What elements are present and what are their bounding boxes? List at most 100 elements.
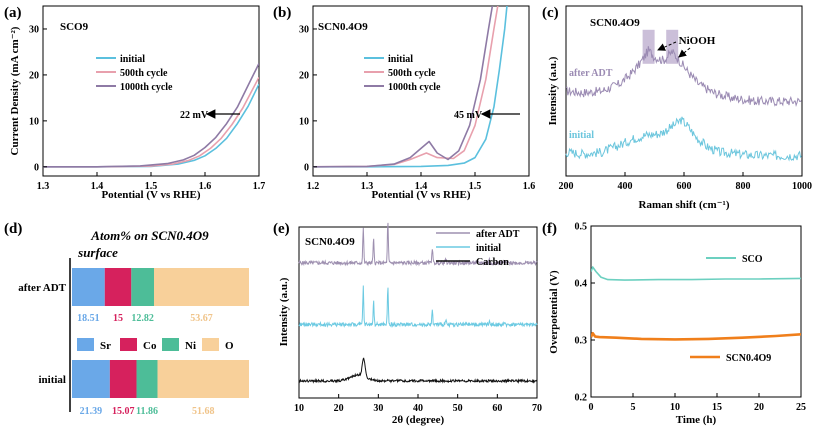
- panel-a-ylabel: Current Density (mA cm⁻²): [9, 26, 21, 155]
- series-line-initial: [313, 6, 508, 168]
- legend-e: after ADT initial Carbon: [436, 229, 520, 268]
- panel-b-xlabel: Potential (V vs RHE): [371, 189, 470, 201]
- xtick-label: 1.4: [91, 181, 104, 192]
- xtick-label: 1000: [792, 181, 812, 192]
- panel-c-label-adt: after ADT: [569, 68, 613, 79]
- xtick-label: 40: [413, 403, 423, 414]
- panel-label-c: (c): [542, 5, 559, 21]
- ytick-label: 10: [29, 116, 39, 127]
- legend-a: initial 500th cycle 1000th cycle: [96, 54, 173, 93]
- xtick-label: 20: [334, 403, 344, 414]
- series-line-1000th-cycle: [313, 6, 494, 168]
- bar-value-label: 11.86: [136, 406, 158, 417]
- xtick-label: 200: [559, 181, 574, 192]
- panel-d-category-initial: initial: [38, 374, 66, 386]
- xrd-line-after-adt: [298, 222, 538, 267]
- legend-a-1000: 1000th cycle: [120, 82, 173, 93]
- ytick-label: 0.3: [575, 336, 588, 347]
- legend-d-sr-swatch: [77, 338, 94, 351]
- xrd-line-carbon: [298, 357, 538, 384]
- bar-value-label: 51.68: [192, 406, 215, 417]
- annotation-a-text: 22 mV: [180, 110, 209, 121]
- legend-b-500: 500th cycle: [388, 68, 436, 79]
- xtick-label: 60: [492, 403, 502, 414]
- xtick-label: 1.6: [523, 181, 536, 192]
- panel-label-e: (e): [273, 221, 290, 237]
- bar-ni-initial: [136, 360, 158, 398]
- bar-value-label: 21.39: [80, 406, 103, 417]
- ytick-label: 30: [29, 24, 39, 35]
- xtick-label: 400: [618, 181, 633, 192]
- annotation-c-arrow-1: [657, 41, 677, 51]
- xtick-label: 25: [796, 402, 806, 413]
- panel-label-a: (a): [4, 5, 22, 21]
- annotation-c-arrow-2: [678, 47, 691, 58]
- panel-c-title: SCN0.4O9: [590, 17, 640, 29]
- legend-d-sr: Sr: [100, 340, 111, 352]
- panel-c-annotation: NiOOH: [679, 35, 716, 47]
- series-line-initial: [43, 83, 259, 168]
- panel-c-xlabel: Raman shift (cm⁻¹): [639, 199, 730, 211]
- xtick-label: 1.5: [469, 181, 482, 192]
- legend-d: Sr Co Ni O: [77, 338, 234, 352]
- xtick-label: 10: [294, 403, 304, 414]
- panel-label-f: (f): [542, 221, 557, 237]
- panel-label-b: (b): [273, 5, 291, 21]
- bar-o-after-adt: [154, 268, 249, 306]
- bar-value-label: 15: [113, 313, 123, 324]
- panel-e-xlabel: 2θ (degree): [392, 414, 445, 426]
- legend-f: SCO SCN0.4O9: [690, 254, 771, 364]
- xtick-label: 1.3: [361, 181, 374, 192]
- panel-b: SCN0.4O9 1.2 1.3 1.4 1.5 1.6 0 10 20 30 Potentia…: [299, 5, 536, 201]
- bar-co-after-adt: [104, 268, 132, 306]
- xtick-label: 50: [453, 403, 463, 414]
- plot-frame-e: [298, 226, 538, 399]
- panel-b-title: SCN0.4O9: [318, 21, 368, 33]
- xtick-label: 0: [589, 402, 594, 413]
- ytick-label: 20: [299, 70, 309, 81]
- xtick-label: 1.5: [145, 181, 158, 192]
- series-line-1000th-cycle: [43, 63, 259, 168]
- xtick-label: 800: [736, 181, 751, 192]
- panel-f-xlabel: Time (h): [676, 414, 717, 426]
- xtick-label: 10: [670, 402, 680, 413]
- legend-b: initial 500th cycle 1000th cycle: [364, 54, 441, 93]
- ytick-label: 0: [304, 162, 309, 173]
- xrd-line-initial: [298, 285, 538, 329]
- ytick-label: 30: [299, 24, 309, 35]
- xtick-label: 1.3: [37, 181, 50, 192]
- panel-label-d: (d): [4, 221, 22, 237]
- ytick-label: 0.5: [575, 222, 588, 233]
- plot-frame-c: [565, 5, 803, 177]
- annotation-b-text: 45 mV: [454, 110, 483, 121]
- xtick-label: 1.7: [253, 181, 266, 192]
- panel-d-category-adt: after ADT: [18, 282, 66, 294]
- xtick-label: 1.2: [307, 181, 320, 192]
- legend-f-scn: SCN0.4O9: [726, 353, 771, 364]
- bar-value-label: 15.07: [112, 406, 135, 417]
- raman-line-initial: [565, 116, 802, 162]
- xtick-label: 5: [631, 402, 636, 413]
- legend-a-initial: initial: [120, 54, 145, 65]
- xtick-label: 70: [532, 403, 542, 414]
- ytick-label: 0: [34, 162, 39, 173]
- ytick-label: 0.4: [575, 279, 588, 290]
- xtick-label: 20: [754, 402, 764, 413]
- xtick-label: 1.6: [199, 181, 212, 192]
- xtick-label: 15: [712, 402, 722, 413]
- panel-a-title: SCO9: [60, 21, 89, 33]
- panel-a-xlabel: Potential (V vs RHE): [101, 189, 200, 201]
- legend-b-initial: initial: [388, 54, 413, 65]
- ytick-label: 0.2: [575, 393, 588, 404]
- legend-d-o-swatch: [202, 338, 219, 351]
- legend-d-co: Co: [143, 340, 157, 352]
- legend-d-o: O: [225, 340, 234, 352]
- bar-co-initial: [109, 360, 137, 398]
- panel-e: SCN0.4O9 10 20 30 40 50 60 70 2θ (degree) Inte…: [278, 222, 542, 426]
- legend-d-ni: Ni: [185, 340, 196, 352]
- panel-e-title: SCN0.4O9: [305, 236, 355, 248]
- panel-d-title-2: surface: [77, 245, 118, 260]
- legend-b-1000: 1000th cycle: [388, 82, 441, 93]
- legend-e-initial: initial: [476, 243, 501, 254]
